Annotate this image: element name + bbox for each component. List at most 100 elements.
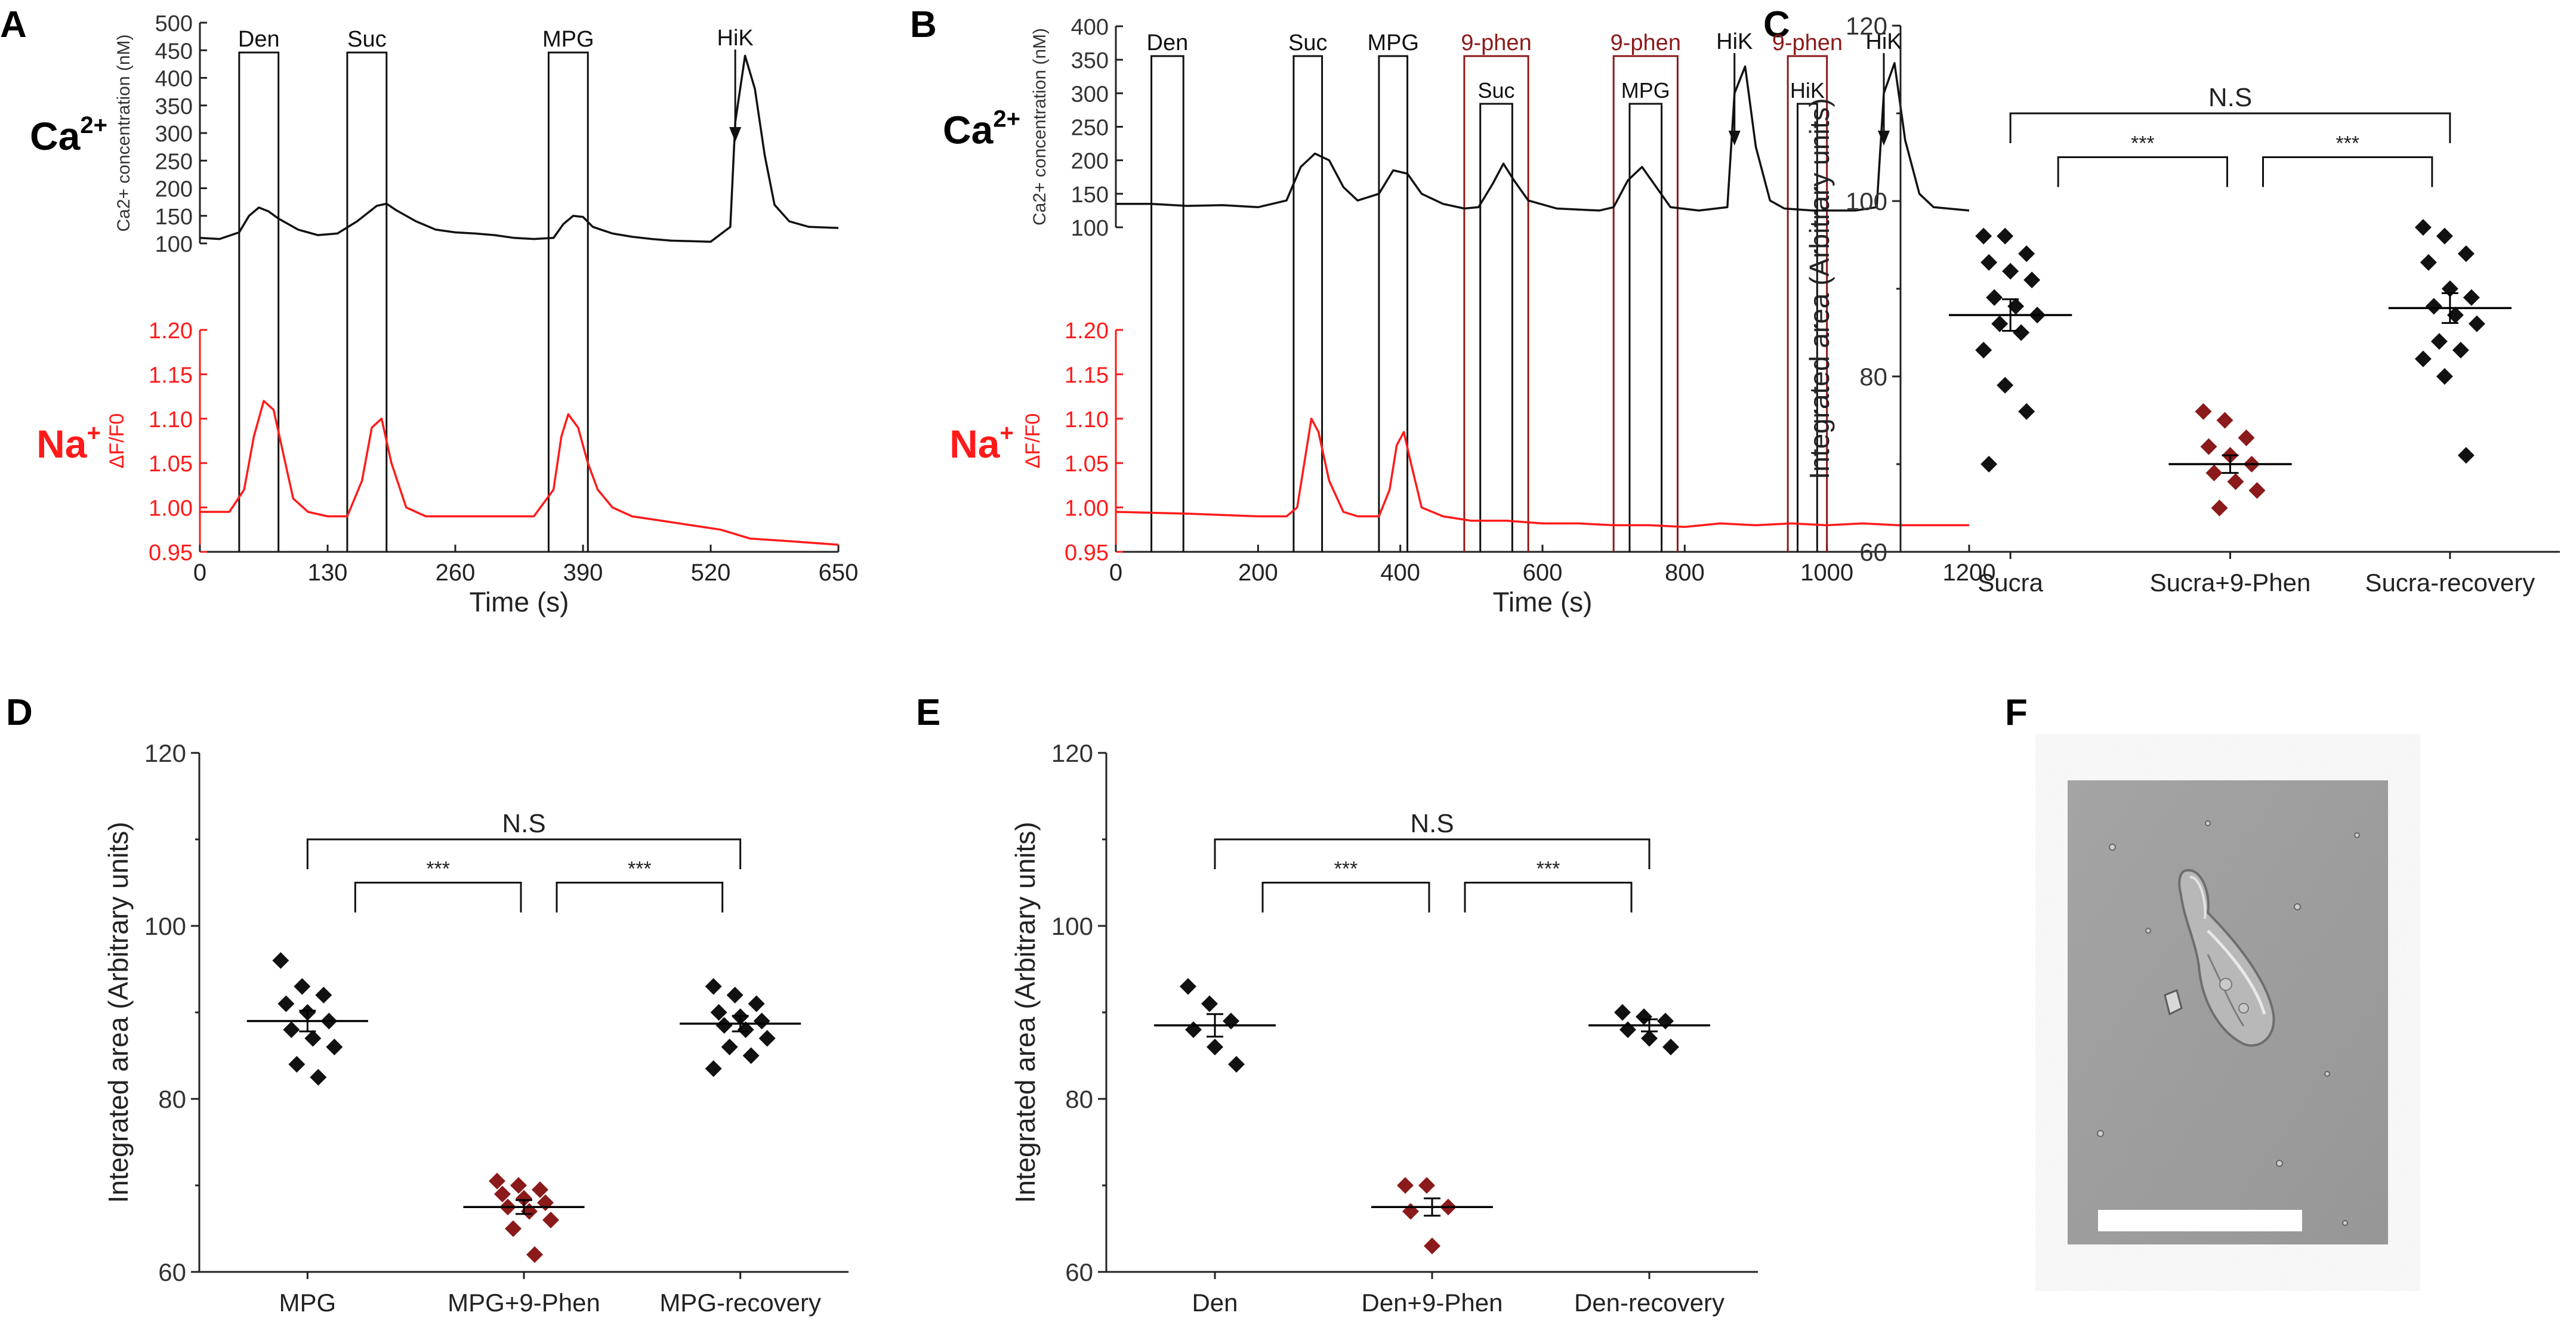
stimulus-label: Suc: [1288, 30, 1327, 55]
panel-letter-d: D: [6, 692, 33, 733]
panel-f-micrograph: [2068, 780, 2388, 1244]
ca-y-tick-label: 350: [155, 94, 193, 119]
significance-label: ***: [2131, 132, 2155, 155]
stimulus-box: [547, 51, 589, 552]
significance-label: N.S: [2208, 83, 2252, 112]
ca-ion-label: Ca2+: [943, 106, 1020, 152]
data-point: [2463, 289, 2480, 306]
x-tick-label: 650: [819, 560, 859, 586]
x-axis-title: Time (s): [470, 586, 569, 617]
significance-label: ***: [628, 858, 652, 881]
data-point: [2018, 403, 2035, 420]
data-point: [2468, 315, 2485, 332]
data-point: [2023, 271, 2041, 289]
ca-ion-label: Ca2+: [30, 112, 107, 158]
data-point: [288, 1056, 306, 1073]
y-tick-label: 100: [144, 912, 186, 940]
inhibitor-label: 9-phen: [1611, 30, 1681, 55]
inner-stimulus-label: MPG: [1621, 78, 1670, 103]
data-point: [1207, 1039, 1223, 1055]
significance-bracket: [1261, 882, 1430, 913]
y-axis-title: Integrated area (Arbitrary units): [103, 821, 134, 1203]
na-y-tick-label: 1.00: [1065, 496, 1109, 521]
x-tick-label: MPG: [279, 1289, 336, 1317]
y-tick-label: 120: [1051, 739, 1093, 767]
ca-y-tick-label: 400: [155, 67, 193, 92]
data-point: [2452, 341, 2469, 359]
data-point: [758, 1030, 776, 1047]
ca-y-tick-label: 150: [1071, 183, 1109, 208]
significance-bracket: [556, 882, 724, 913]
data-point: [742, 1047, 760, 1064]
data-point: [1986, 289, 2003, 306]
inner-stimulus-box: [1479, 103, 1513, 552]
x-tick-label: Den-recovery: [1574, 1289, 1724, 1317]
data-point: [2457, 245, 2475, 262]
data-point: [1614, 1004, 1631, 1021]
ca-trace-line: [199, 54, 839, 243]
hik-label: HiK: [1716, 29, 1753, 54]
panel-e-scatter-chart: 60 80 100 120 Integrated area (Arbitrary uni…: [1010, 739, 1758, 1317]
ca-y-tick-label: 100: [155, 232, 193, 257]
stimulus-box: [1150, 55, 1184, 552]
x-tick-label: Sucra-recovery: [2365, 569, 2535, 597]
data-point: [304, 1030, 322, 1047]
data-point: [2013, 324, 2030, 341]
x-tick-label: Den: [1192, 1289, 1238, 1317]
y-axis-title: Integrated area (Arbitrary units): [1804, 98, 1835, 479]
x-axis-title: Time (s): [1493, 586, 1593, 617]
stimulus-label: MPG: [542, 27, 594, 52]
data-point: [2007, 298, 2025, 315]
significance-bracket: [2262, 156, 2433, 187]
significance-bracket: [2057, 156, 2228, 187]
x-tick-label: 400: [1380, 560, 1420, 586]
data-point: [748, 995, 765, 1012]
panel-letter-a: A: [0, 4, 27, 45]
y-tick-label: 100: [1051, 912, 1093, 940]
data-point: [2018, 245, 2035, 262]
significance-bracket: [1464, 882, 1633, 913]
significance-label: N.S: [1410, 809, 1454, 838]
panel-a-trace-chart: 1001502002503003504004505000.951.001.051…: [30, 11, 858, 617]
data-point: [505, 1220, 522, 1237]
data-point: [532, 1181, 548, 1199]
significance-label: N.S: [502, 809, 545, 838]
data-point: [277, 995, 295, 1012]
ca-y-tick-label: 200: [1071, 149, 1109, 174]
na-y-tick-label: 1.15: [149, 363, 193, 388]
data-point: [1991, 315, 2009, 332]
significance-bracket: [306, 838, 742, 869]
panel-d-scatter-chart: 60 80 100 120 Integrated area (Arbitrary uni…: [103, 739, 849, 1317]
data-point: [705, 978, 722, 995]
data-point: [542, 1212, 559, 1228]
significance-label: ***: [2336, 132, 2359, 155]
x-tick-label: 1000: [1800, 560, 1853, 586]
data-point: [294, 978, 311, 995]
data-point: [1228, 1056, 1245, 1073]
data-point: [705, 1060, 722, 1077]
hik-arrow-head: [1728, 131, 1741, 146]
data-point: [526, 1246, 543, 1263]
stimulus-box: [238, 51, 280, 552]
y-tick-label: 80: [1065, 1085, 1093, 1113]
panel-letter-c: C: [1763, 4, 1790, 45]
data-point: [1619, 1021, 1636, 1038]
data-point: [2205, 464, 2223, 481]
hik-arrow-head: [1878, 131, 1890, 146]
na-y-tick-label: 1.10: [1065, 407, 1109, 433]
x-tick-label: Den+9-Phen: [1361, 1289, 1503, 1317]
significance-label: ***: [426, 858, 450, 881]
data-point: [1641, 1030, 1658, 1047]
data-point: [326, 1039, 343, 1055]
na-ion-label: Na+: [36, 420, 101, 466]
ca-y-tick-label: 150: [155, 205, 193, 230]
significance-label: ***: [1537, 858, 1560, 881]
inhibitor-box: [1463, 55, 1529, 552]
data-point: [2447, 307, 2464, 324]
data-point: [1418, 1177, 1435, 1194]
ca-y-tick-label: 400: [1071, 15, 1109, 40]
ca-y-tick-label: 500: [155, 11, 193, 36]
na-y-tick-label: 1.05: [1065, 452, 1109, 477]
data-point: [1975, 227, 1992, 245]
data-point: [2195, 403, 2212, 420]
